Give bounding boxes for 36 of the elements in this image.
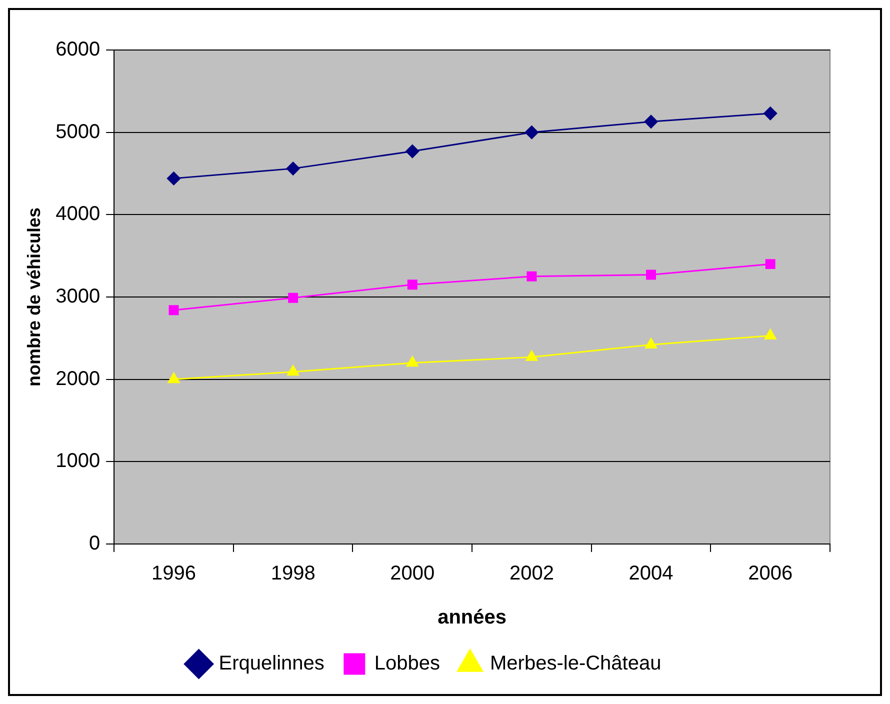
point xyxy=(526,350,538,361)
x-tick-label: 2006 xyxy=(748,562,793,585)
point xyxy=(645,338,657,349)
x-tick-label: 2000 xyxy=(390,562,435,585)
y-tick-label: 1000 xyxy=(56,450,100,472)
point xyxy=(764,106,778,120)
legend-label: Erquelinnes xyxy=(218,652,324,675)
point xyxy=(286,162,300,176)
point xyxy=(167,172,180,186)
x-tick-label: 2004 xyxy=(628,562,674,585)
legend-label: Merbes-le-Château xyxy=(490,652,662,675)
point xyxy=(644,114,658,128)
legend-label: Lobbes xyxy=(374,652,440,675)
y-axis-title: nombre de véhicules xyxy=(24,207,44,387)
y-tick-label: 6000 xyxy=(56,38,100,61)
point xyxy=(288,292,298,303)
point xyxy=(765,259,776,270)
y-tick-label: 4000 xyxy=(56,203,100,226)
point xyxy=(524,126,538,140)
point xyxy=(646,270,656,280)
point xyxy=(526,271,537,282)
point xyxy=(406,356,418,367)
y-tick-label: 2000 xyxy=(56,368,100,390)
point xyxy=(168,305,179,316)
x-tick-label: 1998 xyxy=(270,562,316,585)
y-tick-label: 3000 xyxy=(56,286,100,308)
point xyxy=(764,328,776,340)
point xyxy=(168,372,180,384)
point xyxy=(407,280,418,290)
y-tick-label: 0 xyxy=(88,532,100,555)
y-tick-label: 5000 xyxy=(56,120,100,143)
point xyxy=(287,365,300,376)
point xyxy=(406,144,420,158)
x-tick-label: 2002 xyxy=(509,562,554,585)
x-tick-label: 1996 xyxy=(152,562,196,585)
x-axis-title: années xyxy=(438,606,507,629)
